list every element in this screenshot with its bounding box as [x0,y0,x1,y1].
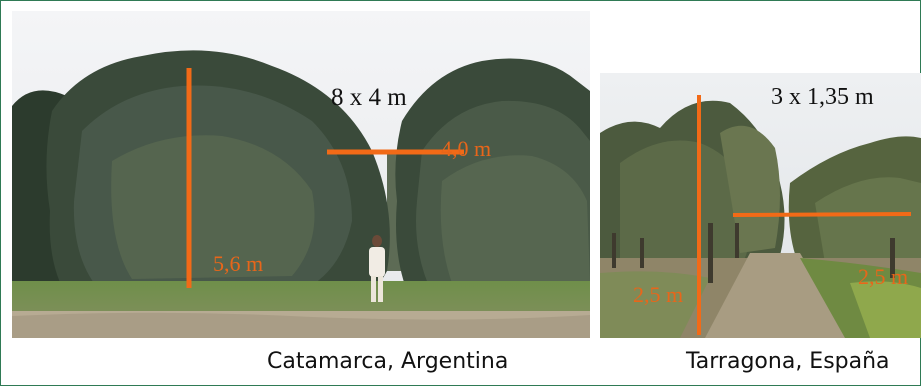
tarragona-width-label: 2,5 m [858,264,909,289]
catamarca-width-label: 4,0 m [441,136,492,161]
tarragona-caption: Tarragona, España [686,349,890,374]
catamarca-spacing-label: 8 x 4 m [331,84,407,111]
tarragona-olive-photo [600,73,921,338]
tarragona-width-measure-line [732,212,912,217]
catamarca-olive-photo [12,11,590,338]
catamarca-height-label: 5,6 m [213,251,264,276]
tarragona-height-label: 2,5 m [633,282,684,307]
tarragona-spacing-label: 3 x 1,35 m [771,84,874,110]
catamarca-caption: Catamarca, Argentina [267,349,509,374]
